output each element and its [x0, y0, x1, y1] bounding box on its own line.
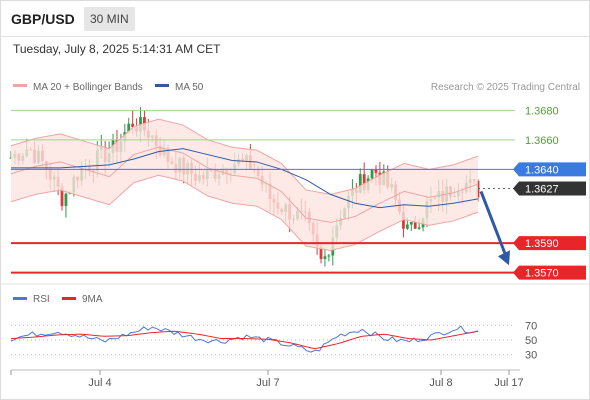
level-label: 1.3570: [525, 268, 559, 280]
level-label-tag: [513, 236, 586, 251]
legend-label: MA 20 + Bollinger Bands: [33, 82, 143, 93]
rsi-legend-swatch: [13, 297, 27, 300]
rsi-line: [10, 325, 479, 353]
symbol-label: GBP/USD: [11, 11, 75, 27]
legend-swatch: [155, 84, 169, 87]
x-tick-label: Jul 17: [494, 377, 523, 389]
bollinger-lower-line: [10, 174, 479, 251]
rsi-ma-line: [10, 330, 479, 350]
rsi-legend-label: RSI: [33, 294, 50, 305]
header-bar: GBP/USD 30 MIN: [0, 0, 590, 37]
bollinger-band-fill: [11, 119, 478, 251]
level-label-tag: [513, 162, 586, 177]
candle-body: [362, 174, 366, 190]
ma50-line: [11, 148, 479, 209]
bollinger-upper-line: [10, 118, 479, 195]
legend-label: MA 50: [175, 82, 204, 93]
candle-body: [323, 256, 327, 259]
candle-body: [374, 169, 378, 173]
level-label-tag: [513, 265, 586, 280]
forecast-arrow-head: [498, 250, 510, 266]
level-label: 1.3640: [525, 164, 559, 176]
ma20-line: [10, 146, 479, 223]
candle-body: [60, 186, 64, 206]
candle-body: [409, 222, 413, 225]
candle-body: [358, 174, 362, 193]
forecast-arrow-shaft: [479, 190, 508, 257]
candle-body: [127, 123, 131, 133]
candle-body: [327, 255, 331, 257]
x-tick-label: Jul 4: [88, 377, 111, 389]
candle-body: [131, 123, 135, 127]
rsi-legend-swatch: [62, 297, 76, 300]
candle-body: [370, 169, 374, 179]
rsi-tick-label: 50: [525, 335, 537, 347]
legend-swatch: [13, 84, 27, 87]
candle-body: [417, 227, 421, 229]
rsi-tick-label: 70: [525, 320, 537, 332]
rsi-legend-label: 9MA: [82, 294, 103, 305]
candle-body: [405, 224, 409, 229]
level-label: 1.3660: [525, 135, 559, 147]
x-tick-label: Jul 7: [256, 377, 279, 389]
timeframe-button[interactable]: 30 MIN: [84, 7, 135, 31]
level-label: 1.3627: [525, 184, 559, 196]
rsi-tick-label: 30: [525, 350, 537, 362]
x-tick-label: Jul 8: [429, 377, 452, 389]
candle-body: [64, 193, 68, 206]
copyright-text: Research © 2025 Trading Central: [431, 82, 580, 93]
candle-body: [319, 246, 323, 259]
candle-body: [413, 222, 417, 229]
level-label-tag: [513, 181, 586, 196]
timestamp: Tuesday, July 8, 2025 5:14:31 AM CET: [13, 42, 221, 56]
level-label: 1.3680: [525, 105, 559, 117]
level-label: 1.3590: [525, 238, 559, 250]
